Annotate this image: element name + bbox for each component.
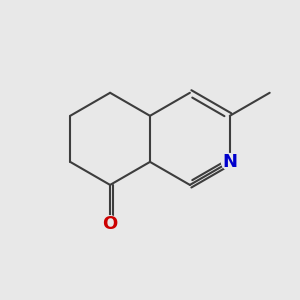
Text: N: N <box>222 153 237 171</box>
Circle shape <box>221 154 238 170</box>
Circle shape <box>102 216 118 232</box>
Text: O: O <box>103 215 118 233</box>
